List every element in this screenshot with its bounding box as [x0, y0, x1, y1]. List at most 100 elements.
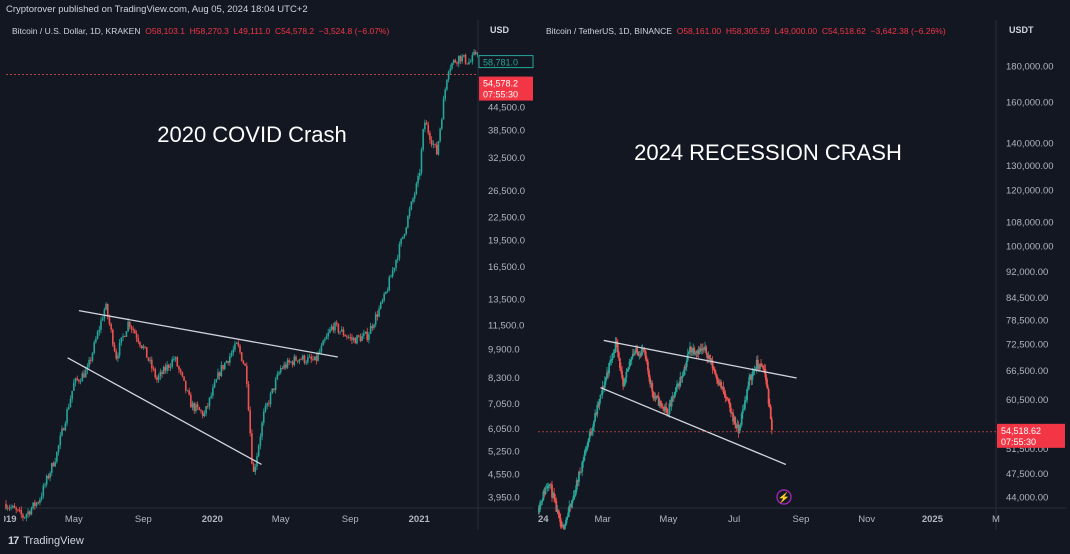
right-chart-panel[interactable]: 180,000.00 160,000.00 140,000.00 130,000.00… [538, 20, 1066, 530]
y-tick-label: 44,000.00 [1006, 492, 1048, 503]
candle [765, 377, 768, 385]
candle [369, 326, 372, 334]
candle [73, 382, 75, 391]
candle [283, 364, 285, 369]
candle [681, 376, 684, 378]
candle [249, 410, 251, 434]
candle [766, 384, 769, 389]
candle [742, 408, 745, 410]
candle [235, 342, 238, 344]
candle [544, 488, 547, 495]
right-close: C54,518.62 [821, 26, 866, 36]
candle [609, 360, 612, 364]
candle [378, 308, 380, 317]
candle [750, 375, 753, 380]
candle [181, 372, 184, 377]
candle [106, 304, 109, 317]
candle [617, 352, 620, 359]
candle [27, 511, 29, 515]
candle [439, 128, 441, 142]
candle [468, 62, 470, 65]
candle [318, 351, 321, 354]
candle [682, 374, 685, 377]
candle [611, 353, 614, 360]
candle [558, 514, 561, 518]
candle [110, 324, 112, 330]
candle [220, 365, 223, 377]
high-price-box [478, 55, 534, 69]
candle [705, 346, 708, 354]
candle [162, 366, 165, 375]
candle [697, 350, 700, 354]
candle [352, 338, 355, 340]
candle [234, 343, 236, 350]
tradingview-logo[interactable]: 17 TradingView [8, 535, 84, 547]
tradingview-brand: TradingView [23, 535, 84, 547]
y-tick-label: 6,050.0 [488, 424, 520, 435]
candle [751, 372, 754, 380]
candle [142, 346, 145, 349]
candle [301, 355, 304, 360]
candle [79, 381, 82, 383]
candle [645, 359, 648, 362]
candle [691, 350, 694, 353]
candle [466, 63, 469, 65]
candle [361, 335, 363, 342]
candle [734, 417, 737, 425]
candle [717, 379, 719, 384]
candle [393, 267, 396, 271]
candle [709, 358, 712, 363]
candle [237, 342, 240, 346]
y-tick-label: 5,250.0 [488, 447, 520, 458]
candle [96, 331, 99, 339]
right-chart[interactable]: 180,000.00 160,000.00 140,000.00 130,000.00… [538, 20, 1066, 530]
candle [230, 353, 233, 357]
candle [84, 370, 87, 378]
candle [223, 362, 226, 369]
left-chart-panel[interactable]: 44,500.0 38,500.0 32,500.0 26,500.0 22,500.0… [4, 20, 534, 530]
candle [422, 129, 424, 150]
candle [257, 445, 260, 457]
candle [61, 428, 63, 436]
candle [733, 417, 736, 422]
candle [712, 368, 715, 370]
trendline-lower [600, 386, 787, 466]
candle [188, 390, 190, 395]
candle [635, 348, 637, 353]
candle [665, 406, 668, 409]
candle [151, 359, 153, 369]
candle [545, 487, 548, 489]
candle [664, 406, 667, 411]
candle [17, 509, 19, 511]
candle [703, 349, 705, 350]
candle [298, 359, 301, 362]
y-tick-label: 51,500.00 [1006, 444, 1048, 455]
candle [727, 399, 730, 403]
candle [473, 51, 475, 55]
candle [559, 517, 562, 527]
candle [320, 345, 323, 352]
candle [337, 324, 340, 333]
publisher-bar: Cryptorover published on TradingView.com… [0, 0, 1070, 20]
candle [98, 329, 101, 332]
candle [553, 493, 556, 499]
candle [242, 361, 245, 364]
y-tick-label: 47,500.00 [1006, 469, 1048, 480]
candle [386, 290, 389, 292]
candle [538, 509, 540, 513]
candle [670, 397, 673, 407]
left-currency-label[interactable]: USD [490, 25, 510, 35]
candle [672, 396, 675, 398]
candle [417, 175, 419, 184]
left-chart[interactable]: 44,500.0 38,500.0 32,500.0 26,500.0 22,500.0… [4, 20, 534, 530]
candle [732, 412, 734, 422]
candle [760, 363, 762, 366]
candle [173, 359, 175, 360]
candle [589, 432, 592, 434]
candle [178, 366, 180, 370]
candle [269, 393, 272, 405]
x-tick-label: 2025 [922, 514, 944, 525]
y-tick-label: 66,500.00 [1006, 366, 1048, 377]
right-currency-label[interactable]: USDT [1009, 25, 1034, 35]
candle [264, 405, 267, 412]
